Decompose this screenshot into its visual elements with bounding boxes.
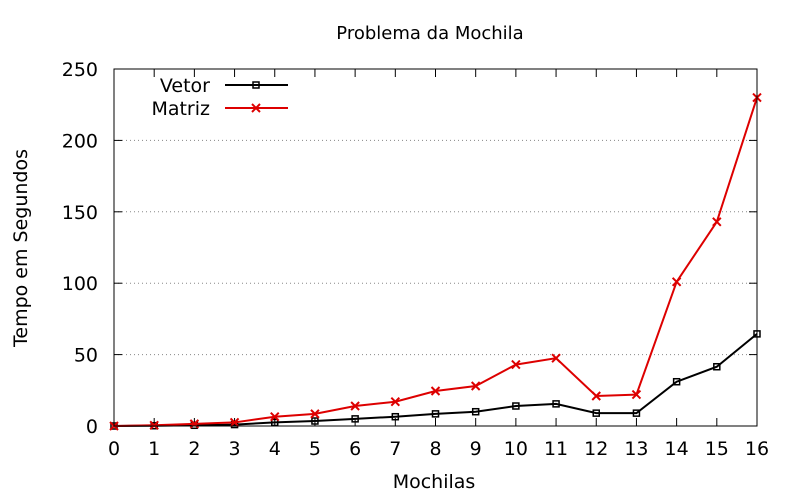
series-layer <box>109 92 762 431</box>
x-axis-label: Mochilas <box>393 471 476 493</box>
series-line <box>113 333 758 427</box>
x-tick-label: 4 <box>269 438 281 460</box>
data-point <box>712 217 722 227</box>
x-tick-label: 8 <box>429 438 441 460</box>
x-tick-label: 11 <box>544 438 568 460</box>
series-line <box>113 97 758 427</box>
data-point <box>713 362 721 371</box>
data-point <box>511 359 521 370</box>
data-point <box>471 407 480 416</box>
data-point <box>251 103 261 113</box>
x-tick-label: 13 <box>624 438 648 460</box>
x-tick-label: 6 <box>349 438 361 460</box>
data-point <box>431 410 440 418</box>
data-point <box>310 409 320 419</box>
data-point <box>470 381 481 391</box>
grid-lines <box>114 139 757 356</box>
y-axis-label: Tempo em Segundos <box>10 149 32 348</box>
data-point <box>270 412 280 422</box>
y-tick-label: 50 <box>74 345 98 367</box>
data-point <box>391 412 400 421</box>
data-point <box>189 419 200 429</box>
legend-label: Vetor <box>160 75 210 97</box>
x-tick-label: 16 <box>745 438 769 460</box>
data-point <box>271 418 279 427</box>
data-point <box>430 386 441 396</box>
data-point <box>552 400 560 408</box>
series-matriz <box>109 92 762 431</box>
y-axis-ticks: 0 50 100 150 200 250 <box>62 59 757 438</box>
plot-frame <box>113 68 758 427</box>
y-tick-label: 200 <box>62 130 98 152</box>
y-tick-label: 0 <box>86 416 98 438</box>
data-point <box>229 417 240 428</box>
data-point <box>350 401 360 411</box>
data-point <box>671 277 682 287</box>
x-tick-label: 14 <box>665 438 689 460</box>
data-point <box>252 81 260 89</box>
legend-label: Matriz <box>151 98 210 120</box>
x-tick-label: 7 <box>389 438 401 460</box>
series-vetor <box>110 330 761 430</box>
data-point <box>390 397 401 407</box>
data-point <box>190 421 199 430</box>
x-tick-label: 0 <box>108 438 120 460</box>
data-point <box>311 417 319 425</box>
data-point <box>551 353 561 363</box>
data-point <box>592 409 600 417</box>
x-tick-label: 12 <box>584 438 608 460</box>
data-point <box>512 402 520 410</box>
x-tick-label: 1 <box>148 438 160 460</box>
data-point <box>591 391 601 401</box>
y-tick-label: 250 <box>62 59 98 81</box>
x-tick-label: 3 <box>229 438 241 460</box>
x-tick-label: 15 <box>705 438 729 460</box>
data-point <box>149 420 159 430</box>
x-tick-label: 10 <box>504 438 528 460</box>
y-tick-label: 100 <box>62 273 98 295</box>
data-point <box>631 389 642 400</box>
data-point <box>632 409 641 417</box>
x-tick-label: 9 <box>470 438 482 460</box>
x-axis-ticks: 0 1 2 3 4 5 6 7 8 9 10 11 12 13 14 15 16 <box>108 69 769 460</box>
y-tick-label: 150 <box>62 202 98 224</box>
x-tick-label: 2 <box>188 438 200 460</box>
x-tick-label: 5 <box>309 438 321 460</box>
chart-title: Problema da Mochila <box>336 23 523 44</box>
data-point <box>351 415 359 423</box>
data-point <box>672 377 681 386</box>
